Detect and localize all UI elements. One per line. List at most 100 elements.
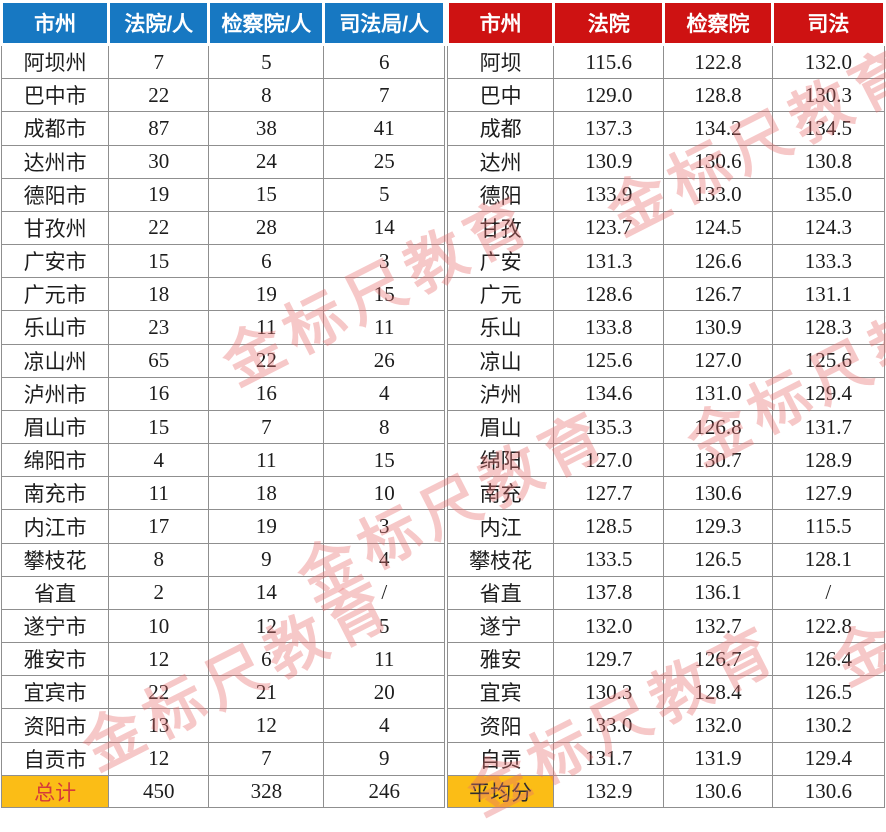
- row-label-cell: 达州市: [0, 144, 110, 179]
- value-cell: 131.0: [663, 376, 773, 411]
- value-cell: 4: [323, 376, 445, 411]
- value-cell: 17: [108, 509, 210, 544]
- row-label-cell: 泸州: [446, 376, 555, 411]
- table-row: 省直 2 14/: [0, 575, 445, 610]
- value-cell: 133.9: [553, 177, 665, 212]
- row-label-cell: 乐山: [446, 310, 555, 345]
- table-row: 宜宾 130.3 128.4 126.5: [446, 675, 886, 710]
- value-cell: 7: [208, 409, 325, 445]
- value-cell: 15: [323, 277, 445, 312]
- table-row: 巴中 129.0 128.8 130.3: [446, 78, 886, 113]
- value-cell: 11: [208, 443, 325, 478]
- value-cell: 133.0: [553, 708, 665, 743]
- table-row: 泸州 134.6 131.0 129.4: [446, 376, 886, 411]
- value-cell: 15: [208, 177, 325, 212]
- value-cell: 126.5: [771, 675, 886, 710]
- value-cell: 6: [208, 642, 325, 677]
- value-cell: 16: [208, 376, 325, 411]
- table-row: 乐山 133.8 130.9 128.3: [446, 310, 886, 345]
- table-row: 达州市 30 24 25: [0, 144, 445, 179]
- value-cell: 129.4: [771, 376, 886, 411]
- column-header-procuratorate-per-person: 检察院/人: [207, 0, 326, 46]
- value-cell: 22: [208, 343, 325, 378]
- value-cell: 128.5: [553, 509, 665, 544]
- row-label-cell: 资阳市: [0, 708, 110, 743]
- value-cell: 30: [108, 144, 210, 179]
- row-label-cell: 广元: [446, 277, 555, 312]
- row-label-cell: 凉山: [446, 343, 555, 378]
- row-label-cell: 绵阳市: [0, 443, 110, 478]
- column-header-justice-bureau-per-person: 司法局/人: [322, 0, 446, 46]
- row-label-cell: 广安: [446, 244, 555, 279]
- row-label-cell: 自贡: [446, 741, 555, 777]
- table-row: 南充市 11 18 10: [0, 476, 445, 511]
- average-value-cell: 130.6: [771, 775, 886, 808]
- row-label-cell: 自贡市: [0, 741, 110, 777]
- value-cell: 2: [108, 575, 210, 610]
- value-cell: 9: [208, 542, 325, 577]
- value-cell: 132.0: [663, 708, 773, 743]
- value-cell: 7: [323, 78, 445, 113]
- left-table-header-row: 市州 法院/人 检察院/人 司法局/人: [0, 0, 446, 46]
- table-row: 甘孜 123.7 124.5 124.3: [446, 210, 886, 246]
- value-cell: 133.3: [771, 244, 886, 279]
- value-cell: 129.0: [553, 78, 665, 113]
- value-cell: 19: [208, 277, 325, 312]
- value-cell: 7: [208, 741, 325, 777]
- value-cell: 38: [208, 111, 325, 146]
- value-cell: 14: [323, 210, 445, 246]
- value-cell: 133.0: [663, 177, 773, 212]
- table-row: 自贡市 12 7 9: [0, 741, 445, 777]
- row-label-cell: 巴中: [446, 78, 555, 113]
- value-cell: 126.6: [663, 244, 773, 279]
- left-headcount-table: 市州 法院/人 检察院/人 司法局/人 阿坝州 7 5 6 巴中市 22 8 7 成都市 87 38…: [0, 0, 446, 808]
- value-cell: 20: [323, 675, 445, 710]
- table-row: 德阳 133.9 133.0 135.0: [446, 177, 886, 212]
- value-cell: 134.5: [771, 111, 886, 146]
- table-row: 省直 137.8 136.1/: [446, 575, 886, 610]
- row-label-cell: 省直: [0, 575, 110, 610]
- value-cell: 5: [323, 608, 445, 644]
- value-cell: 126.5: [663, 542, 773, 577]
- value-cell: 123.7: [553, 210, 665, 246]
- value-cell: 4: [323, 542, 445, 577]
- value-cell: 3: [323, 509, 445, 544]
- value-cell: 6: [323, 43, 445, 80]
- value-cell: 22: [108, 78, 210, 113]
- left-table-body: 阿坝州 7 5 6 巴中市 22 8 7 成都市 87 38 41 达州市 30 24 25 德阳市 19 15 5 甘…: [0, 43, 445, 777]
- value-cell: 135.0: [771, 177, 886, 212]
- table-row: 雅安市 12 6 11: [0, 642, 445, 677]
- table-row: 阿坝州 7 5 6: [0, 43, 445, 80]
- value-cell: 115.5: [771, 509, 886, 544]
- value-cell: 130.3: [553, 675, 665, 710]
- value-cell: 130.3: [771, 78, 886, 113]
- table-row: 内江市 17 19 3: [0, 509, 445, 544]
- table-row: 凉山州 65 22 26: [0, 343, 445, 378]
- right-table-header-row: 市州 法院 检察院 司法: [445, 0, 886, 46]
- row-label-cell: 巴中市: [0, 78, 110, 113]
- value-cell: 8: [323, 409, 445, 445]
- row-label-cell: 攀枝花: [0, 542, 110, 577]
- row-label-cell: 南充市: [0, 476, 110, 511]
- table-row: 广安 131.3 126.6 133.3: [446, 244, 886, 279]
- row-label-cell: 成都市: [0, 111, 110, 146]
- row-label-cell: 内江: [446, 509, 555, 544]
- total-value-cell: 450: [108, 775, 210, 808]
- value-cell: 11: [208, 310, 325, 345]
- value-cell: 9: [323, 741, 445, 777]
- value-cell: 126.4: [771, 642, 886, 677]
- row-label-cell: 遂宁: [446, 608, 555, 644]
- value-cell: 14: [208, 575, 325, 610]
- value-cell: 133.8: [553, 310, 665, 345]
- total-value-cell: 328: [208, 775, 325, 808]
- value-cell: 130.2: [771, 708, 886, 743]
- value-cell: 136.1: [663, 575, 773, 610]
- table-row: 南充 127.7 130.6 127.9: [446, 476, 886, 511]
- value-cell: 132.7: [663, 608, 773, 644]
- value-cell: 126.8: [663, 409, 773, 445]
- value-cell: 8: [208, 78, 325, 113]
- value-cell: 5: [208, 43, 325, 80]
- value-cell: 13: [108, 708, 210, 743]
- value-cell: 12: [108, 741, 210, 777]
- value-cell: 126.7: [663, 277, 773, 312]
